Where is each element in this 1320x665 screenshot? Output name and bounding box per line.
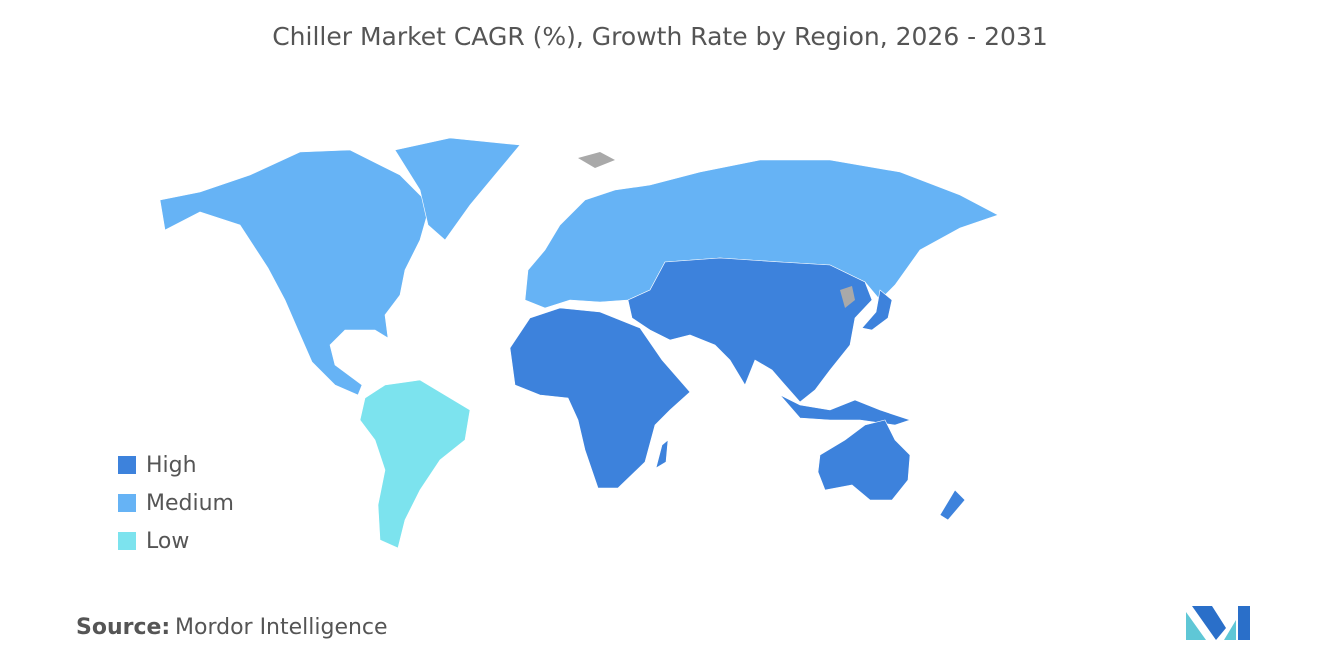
source-text: Mordor Intelligence <box>175 615 388 640</box>
legend-swatch <box>118 532 136 550</box>
greenland <box>394 137 521 241</box>
legend-label: Medium <box>146 491 234 516</box>
logo <box>1186 606 1250 640</box>
source-label: Source: <box>76 615 170 640</box>
australia <box>817 419 911 501</box>
legend-swatch <box>118 494 136 512</box>
legend-swatch <box>118 456 136 474</box>
southeast-asia <box>779 394 911 426</box>
madagascar <box>655 439 669 469</box>
no-data-area <box>840 286 855 308</box>
legend-label: Low <box>146 529 189 554</box>
japan <box>861 289 893 331</box>
africa <box>509 307 691 489</box>
new-zealand <box>939 489 966 521</box>
north-america <box>159 149 431 396</box>
map-title: Chiller Market CAGR (%), Growth Rate by … <box>272 22 1048 51</box>
legend: High Medium Low <box>118 453 234 554</box>
asia <box>627 257 873 403</box>
south-america <box>359 379 471 549</box>
legend-label: High <box>146 453 197 478</box>
no-data-area <box>578 152 615 168</box>
world-map <box>159 137 999 549</box>
